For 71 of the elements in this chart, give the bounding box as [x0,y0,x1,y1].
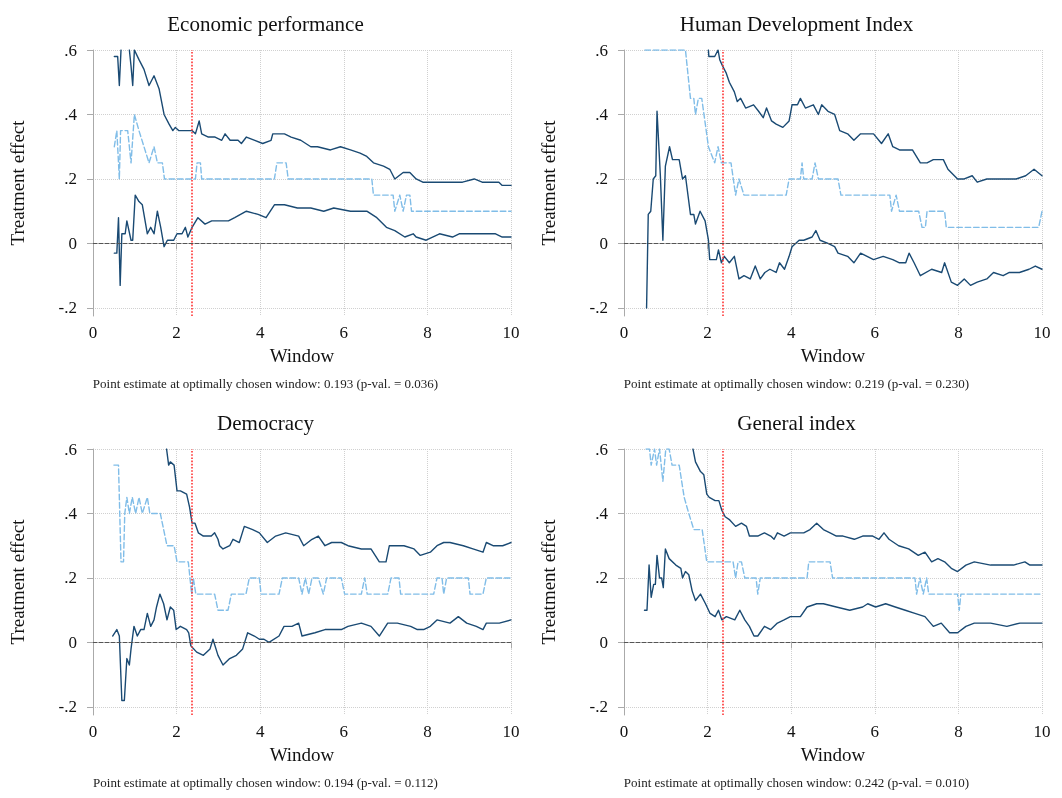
y-tick-label: .2 [64,568,77,588]
x-tick-label: 10 [502,722,520,741]
x-axis-title: Window [269,744,335,765]
x-tick-label: 8 [423,323,432,342]
y-tick-label: 0 [68,632,77,652]
x-tick-label: 2 [703,722,712,741]
y-tick-label: .2 [595,169,608,189]
text: Point estimate at optimally chosen window: 0.194 (p-val. = 0.112) [93,775,438,790]
x-tick-label: 2 [172,722,181,741]
text: Point estimate at optimally chosen window: 0.219 (p-val. = 0.230) [623,376,970,391]
y-tick-label: .6 [595,40,608,60]
y-tick-label: .4 [64,503,78,523]
y-tick-label: .6 [64,439,77,459]
chart-title: Economic performance [167,11,364,36]
x-axis-title: Window [800,345,866,366]
y-axis-title: Treatment effect [538,119,559,246]
chart-title: Human Development Index [679,11,914,36]
x-tick-label: 6 [870,722,880,741]
y-axis-title: Treatment effect [538,518,559,645]
y-tick-label: .2 [64,169,77,189]
line-series [707,49,1043,183]
x-tick-label: 4 [255,722,265,741]
line-series [165,448,512,563]
y-axis-title: Treatment effect [7,518,28,645]
x-tick-label: 6 [339,323,349,342]
x-tick-label: 6 [870,323,880,342]
x-tick-label: 0 [619,722,629,741]
line-series [111,593,512,702]
x-tick-label: 0 [88,722,98,741]
x-tick-label: 0 [88,323,98,342]
line-series [645,110,1043,309]
chart-title: General index [737,410,857,435]
x-tick-label: 2 [703,323,712,342]
y-tick-label: -.2 [58,697,77,717]
y-tick-label: 0 [68,233,77,253]
y-tick-label: 0 [599,233,608,253]
line-series [643,548,1043,637]
line-series [644,49,1043,229]
x-tick-label: 2 [172,323,181,342]
x-tick-label: 4 [786,722,796,741]
line-series [113,194,512,287]
y-tick-label: -.2 [589,298,608,318]
y-tick-label: .4 [595,503,609,523]
x-tick-label: 8 [954,722,963,741]
x-tick-label: 4 [786,323,796,342]
line-series [692,448,1043,573]
y-tick-label: .4 [595,104,609,124]
y-tick-label: .6 [595,439,608,459]
x-tick-label: 6 [339,722,349,741]
line-series [645,448,1043,611]
y-tick-label: .4 [64,104,78,124]
y-tick-label: -.2 [589,697,608,717]
y-tick-label: -.2 [58,298,77,318]
line-series [113,113,512,212]
x-tick-label: 10 [502,323,520,342]
x-tick-label: 0 [619,323,629,342]
y-tick-label: 0 [599,632,608,652]
x-tick-label: 8 [423,722,432,741]
y-tick-label: .6 [64,40,77,60]
x-tick-label: 4 [255,323,265,342]
x-axis-title: Window [269,345,335,366]
y-tick-label: .2 [595,568,608,588]
y-axis-title: Treatment effect [7,119,28,246]
text: Point estimate at optimally chosen window: 0.242 (p-val. = 0.010) [623,775,970,790]
x-tick-label: 10 [1033,722,1051,741]
x-tick-label: 8 [954,323,963,342]
chart-title: Democracy [217,410,315,435]
x-axis-title: Window [800,744,866,765]
x-tick-label: 10 [1033,323,1051,342]
line-series [113,464,512,611]
text: Point estimate at optimally chosen window: 0.193 (p-val. = 0.036) [92,376,439,391]
